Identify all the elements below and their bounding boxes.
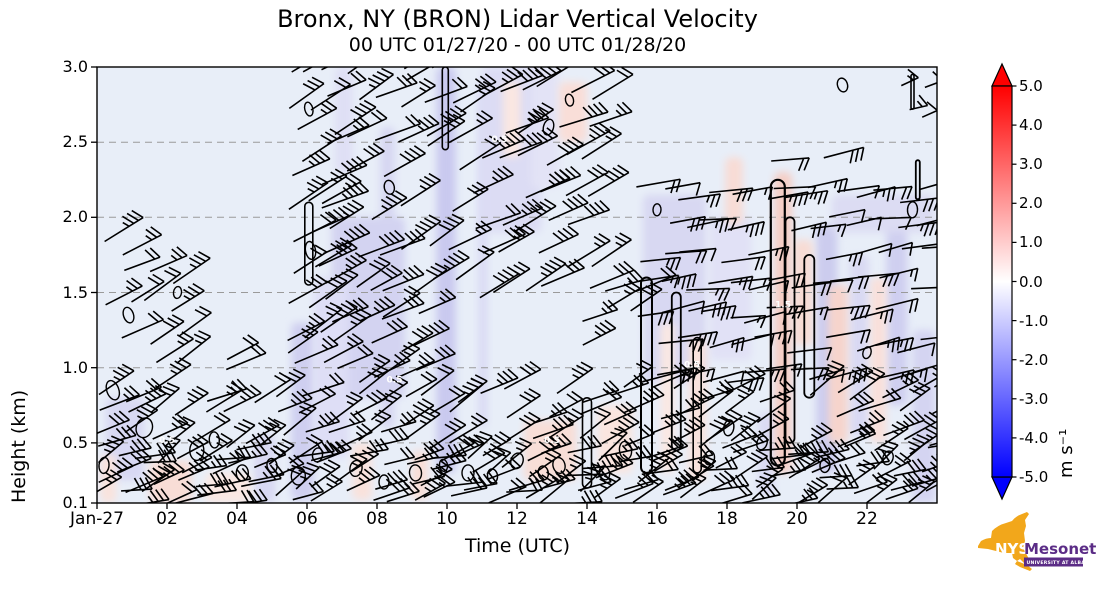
svg-text:0.5: 0.5 — [387, 376, 403, 386]
logo-university-bar — [1024, 557, 1083, 567]
logo-university-text: UNIVERSITY AT ALBANY — [1027, 560, 1094, 566]
svg-text:0.5: 0.5 — [492, 135, 508, 145]
nys-mesonet-logo: NYS Mesonet UNIVERSITY AT ALBANY — [978, 512, 1096, 571]
logo-nys-text: NYS — [995, 540, 1029, 558]
contour-layer — [98, 67, 921, 490]
ny-state-shape — [978, 512, 1033, 566]
logo-mesonet-text: Mesonet — [1024, 540, 1096, 558]
svg-text:0.5: 0.5 — [159, 436, 175, 446]
plot-area: 0.5 0.5 0.5 0.5 1.5 0.5 — [97, 67, 937, 503]
axes-frame — [91, 66, 938, 509]
svg-text:0.5: 0.5 — [684, 361, 700, 371]
long-island-shape — [1015, 561, 1032, 571]
colorbar — [991, 62, 1017, 501]
svg-text:1.5: 1.5 — [775, 301, 791, 311]
contour-label-layer: 0.5 0.5 0.5 0.5 1.5 0.5 — [159, 135, 791, 446]
svg-text:0.5: 0.5 — [544, 436, 560, 446]
wind-barbs-layer — [97, 67, 937, 503]
